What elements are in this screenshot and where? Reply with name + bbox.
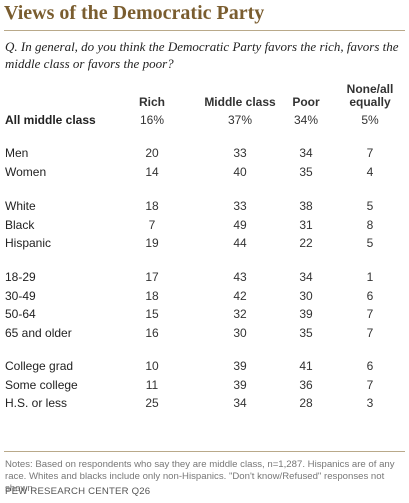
- cell-poor: 34: [299, 146, 313, 160]
- cell-rich: 16: [145, 326, 159, 340]
- cell-rich: 16%: [139, 113, 165, 127]
- survey-question: Q. In general, do you think the Democrat…: [5, 39, 399, 71]
- cell-middle: 34: [233, 396, 247, 410]
- cell-middle: 30: [233, 326, 247, 340]
- row-label-white: White: [5, 199, 36, 213]
- table-notes: Notes: Based on respondents who say they…: [5, 459, 395, 494]
- cell-none: 7: [366, 326, 374, 340]
- cell-poor: 35: [299, 326, 313, 340]
- cell-rich: 10: [145, 359, 159, 373]
- cell-poor: 31: [299, 218, 313, 232]
- row-label-men: Men: [5, 146, 29, 160]
- cell-middle: 39: [233, 378, 247, 392]
- cell-rich: 17: [145, 270, 159, 284]
- cell-none: 7: [366, 378, 374, 392]
- row-label-some-college: Some college: [5, 378, 78, 392]
- cell-poor: 30: [299, 289, 313, 303]
- cell-poor: 36: [299, 378, 313, 392]
- header-none-line2: equally: [349, 95, 391, 109]
- cell-middle: 33: [233, 199, 247, 213]
- cell-none: 4: [366, 165, 374, 179]
- row-label-women: Women: [5, 165, 47, 179]
- cell-none: 7: [366, 307, 374, 321]
- cell-none: 6: [366, 289, 374, 303]
- cell-poor: 28: [299, 396, 313, 410]
- title-divider: [4, 30, 405, 31]
- cell-rich: 18: [145, 199, 159, 213]
- cell-rich: 18: [145, 289, 159, 303]
- cell-none: 5: [366, 236, 374, 250]
- cell-rich: 19: [145, 236, 159, 250]
- cell-middle: 33: [233, 146, 247, 160]
- cell-middle: 43: [233, 270, 247, 284]
- notes-divider: [4, 451, 405, 452]
- cell-rich: 14: [145, 165, 159, 179]
- cell-poor: 34: [299, 270, 313, 284]
- cell-none: 1: [366, 270, 374, 284]
- row-label-65-and-older: 65 and older: [5, 326, 72, 340]
- cell-middle: 39: [233, 359, 247, 373]
- cell-none: 3: [366, 396, 374, 410]
- cell-none: 5: [366, 199, 374, 213]
- row-label-18-29: 18-29: [5, 270, 36, 284]
- row-label-30-49: 30-49: [5, 289, 36, 303]
- cell-none: 8: [366, 218, 374, 232]
- cell-rich: 20: [145, 146, 159, 160]
- cell-poor: 22: [299, 236, 313, 250]
- header-none-line1: None/all: [346, 82, 394, 96]
- cell-poor: 41: [299, 359, 313, 373]
- row-label-hispanic: Hispanic: [5, 236, 52, 250]
- row-label-college-grad: College grad: [5, 359, 74, 373]
- row-label-hs-or-less: H.S. or less: [5, 396, 68, 410]
- cell-middle: 44: [233, 236, 247, 250]
- cell-middle: 37%: [227, 113, 253, 127]
- row-label-black: Black: [5, 218, 35, 232]
- cell-poor: 39: [299, 307, 313, 321]
- cell-middle: 49: [233, 218, 247, 232]
- cell-rich: 25: [145, 396, 159, 410]
- cell-poor: 35: [299, 165, 313, 179]
- header-poor: Poor: [292, 95, 320, 109]
- cell-none: 5%: [361, 113, 379, 127]
- cell-poor: 34%: [293, 113, 319, 127]
- cell-none: 6: [366, 359, 374, 373]
- table-title: Views of the Democratic Party: [4, 2, 265, 24]
- cell-middle: 32: [233, 307, 247, 321]
- cell-rich: 11: [145, 378, 159, 392]
- cell-rich: 7: [148, 218, 156, 232]
- row-label-all-middle-class: All middle class: [5, 113, 96, 127]
- cell-poor: 38: [299, 199, 313, 213]
- header-middle-class: Middle class: [204, 95, 276, 109]
- cell-middle: 42: [233, 289, 247, 303]
- cell-middle: 40: [233, 165, 247, 179]
- cell-none: 7: [366, 146, 374, 160]
- source-credit: PEW RESEARCH CENTER Q26: [5, 486, 151, 497]
- row-label-50-64: 50-64: [5, 307, 36, 321]
- header-none-all-equally: None/all equally: [330, 83, 409, 109]
- cell-rich: 15: [145, 307, 159, 321]
- header-rich: Rich: [138, 95, 165, 109]
